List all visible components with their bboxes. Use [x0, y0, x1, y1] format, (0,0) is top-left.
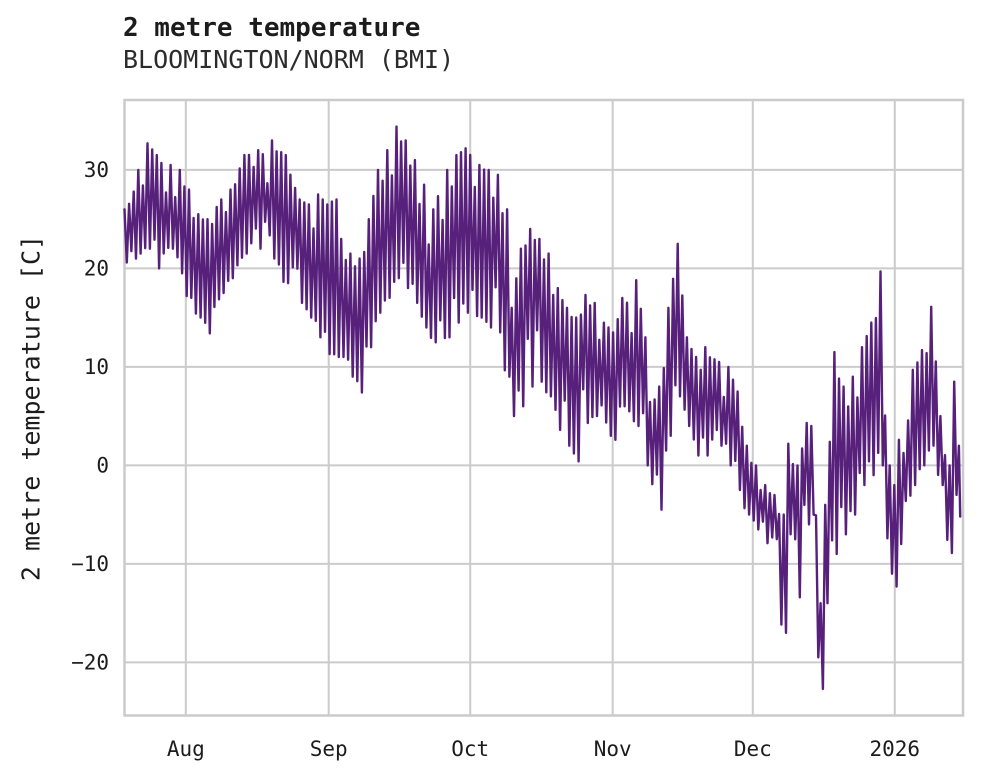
- x-tick-label: Nov: [594, 737, 632, 761]
- y-tick-label: 30: [84, 158, 109, 182]
- x-tick-label: Dec: [734, 737, 772, 761]
- x-tick-label: Sep: [310, 737, 348, 761]
- y-tick-label: −10: [71, 552, 109, 576]
- temperature-line: [123, 125, 962, 691]
- y-tick-label: 10: [84, 355, 109, 379]
- chart-subtitle-station: BLOOMINGTON/NORM (BMI): [123, 45, 455, 74]
- y-tick-label: 0: [96, 453, 109, 477]
- y-tick-label: 20: [84, 256, 109, 280]
- y-tick-label: −20: [71, 650, 109, 674]
- x-tick-label: Aug: [167, 737, 205, 761]
- plot-border: [123, 98, 965, 717]
- x-tick-label: Oct: [451, 737, 489, 761]
- chart-title: 2 metre temperature: [123, 13, 421, 43]
- x-tick-label: 2026: [869, 737, 920, 761]
